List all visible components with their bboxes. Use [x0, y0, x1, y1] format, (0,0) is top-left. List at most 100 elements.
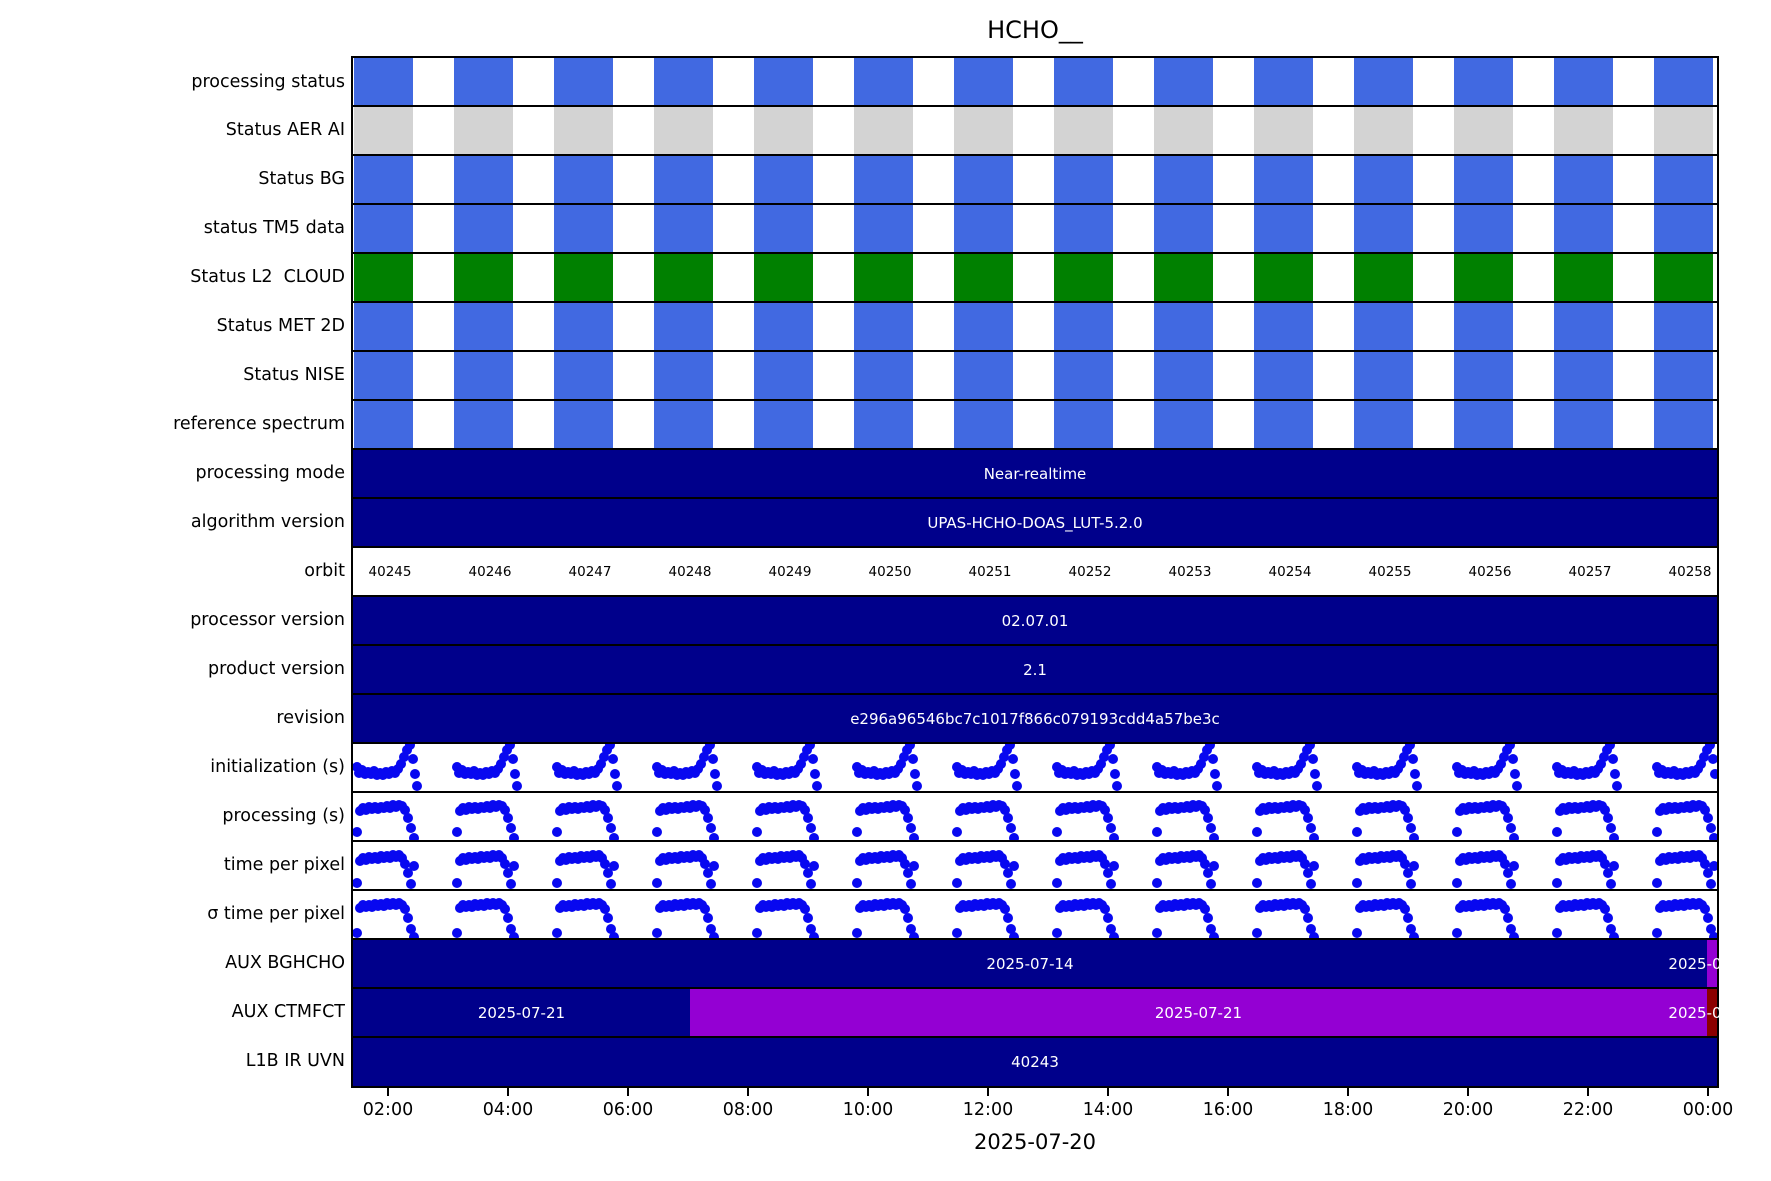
- scatter-point: [1502, 745, 1512, 755]
- scatter-point: [1403, 868, 1413, 879]
- status-granule-bar: [354, 204, 413, 254]
- scatter-point: [1696, 758, 1706, 769]
- scatter-point: [712, 781, 722, 792]
- scatter-point: [1003, 913, 1013, 924]
- scatter-point: [1700, 804, 1710, 815]
- x-tick-mark: [1347, 1088, 1349, 1096]
- scatter-point: [409, 833, 419, 842]
- scatter-point: [906, 924, 916, 935]
- status-granule-bar: [1254, 351, 1313, 401]
- aux-segment-label: 2025-07-21: [1154, 1003, 1243, 1022]
- row-divider: [353, 987, 1717, 990]
- scatter-point: [452, 878, 462, 889]
- status-granule-bar: [854, 400, 913, 450]
- orbit-number: 40247: [568, 563, 612, 580]
- row-divider: [353, 399, 1717, 402]
- status-granule-bar: [654, 204, 713, 254]
- row-label-status-bg: Status BG: [258, 169, 345, 190]
- status-granule-bar: [854, 302, 913, 352]
- row-status-nise: [353, 351, 1717, 401]
- scatter-point: [393, 763, 403, 774]
- scatter-point: [603, 913, 613, 924]
- scatter-point: [1552, 827, 1562, 838]
- status-granule-bar: [854, 253, 913, 303]
- status-granule-bar: [1354, 351, 1413, 401]
- scatter-point: [1103, 812, 1113, 823]
- status-granule-bar: [1354, 155, 1413, 205]
- scatter-point: [1052, 827, 1062, 838]
- x-tick-label: 00:00: [1682, 1100, 1734, 1120]
- status-granule-bar: [654, 155, 713, 205]
- orbit-number: 40255: [1368, 563, 1412, 580]
- status-granule-bar: [754, 302, 813, 352]
- scatter-point: [1299, 751, 1309, 762]
- scatter-point: [1106, 823, 1116, 834]
- status-granule-bar: [1154, 253, 1213, 303]
- scatter-point: [403, 868, 413, 879]
- row-label-time-per-pixel: time per pixel: [223, 855, 345, 876]
- row-time-per-pixel: [353, 841, 1717, 891]
- orbit-number: 40256: [1468, 563, 1512, 580]
- scatter-point: [700, 903, 710, 914]
- scatter-point: [793, 763, 803, 774]
- scatter-point: [799, 751, 809, 762]
- scatter-point: [1403, 913, 1413, 924]
- status-granule-bar: [1454, 253, 1513, 303]
- row-label-processing-status: processing status: [191, 71, 345, 92]
- scatter-point: [997, 852, 1007, 863]
- scatter-point: [605, 743, 615, 751]
- scatter-point: [1400, 903, 1410, 914]
- status-granule-bar: [1354, 253, 1413, 303]
- scatter-point: [1202, 745, 1212, 755]
- row-label-orbit: orbit: [304, 561, 345, 582]
- status-granule-bar: [454, 253, 513, 303]
- scatter-point: [1100, 804, 1110, 815]
- status-granule-bar: [1354, 204, 1413, 254]
- aux-segment-label: 2025-07-15: [1668, 954, 1756, 973]
- status-granule-bar: [1454, 106, 1513, 156]
- scatter-point: [1352, 928, 1362, 939]
- scatter-point: [1206, 823, 1216, 834]
- scatter-point: [1193, 763, 1203, 774]
- scatter-point: [1452, 878, 1462, 889]
- scatter-point: [1506, 823, 1516, 834]
- scatter-point: [400, 903, 410, 914]
- status-granule-bar: [1054, 155, 1113, 205]
- scatter-point: [708, 754, 718, 765]
- scatter-point: [1010, 768, 1020, 779]
- scatter-point: [897, 852, 907, 863]
- orbit-number: 40249: [768, 563, 812, 580]
- status-granule-bar: [1654, 351, 1713, 401]
- status-granule-bar: [1254, 106, 1313, 156]
- scatter-point: [1403, 812, 1413, 823]
- status-granule-bar: [1554, 204, 1613, 254]
- row-divider: [353, 105, 1717, 108]
- status-granule-bar: [754, 106, 813, 156]
- scatter-point: [1002, 745, 1012, 755]
- scatter-point: [1006, 924, 1016, 935]
- scatter-point: [908, 754, 918, 765]
- scatter-point: [752, 928, 762, 939]
- scatter-point: [805, 743, 815, 751]
- orbit-number: 40254: [1268, 563, 1312, 580]
- row-time-per-pixel: [353, 890, 1717, 940]
- scatter-point: [899, 751, 909, 762]
- scatter-point: [1406, 823, 1416, 834]
- scatter-point: [1152, 878, 1162, 889]
- scatter-point: [900, 804, 910, 815]
- scatter-point: [1303, 868, 1313, 879]
- scatter-point: [1352, 878, 1362, 889]
- scatter-point: [1209, 833, 1219, 842]
- scatter-point: [452, 928, 462, 939]
- aux-segment: [689, 988, 1708, 1038]
- scatter-point: [1309, 833, 1319, 842]
- status-granule-bar: [1254, 253, 1313, 303]
- scatter-point: [700, 858, 710, 869]
- row-orbit: 40245 40246 40247 40248 40249 40250 40251 40252…: [353, 547, 1717, 597]
- scatter-point: [1500, 903, 1510, 914]
- aux-segment-label: 2025-07-21: [477, 1003, 566, 1022]
- status-granule-bar: [1654, 204, 1713, 254]
- scatter-point: [1652, 878, 1662, 889]
- scatter-point: [1405, 743, 1415, 751]
